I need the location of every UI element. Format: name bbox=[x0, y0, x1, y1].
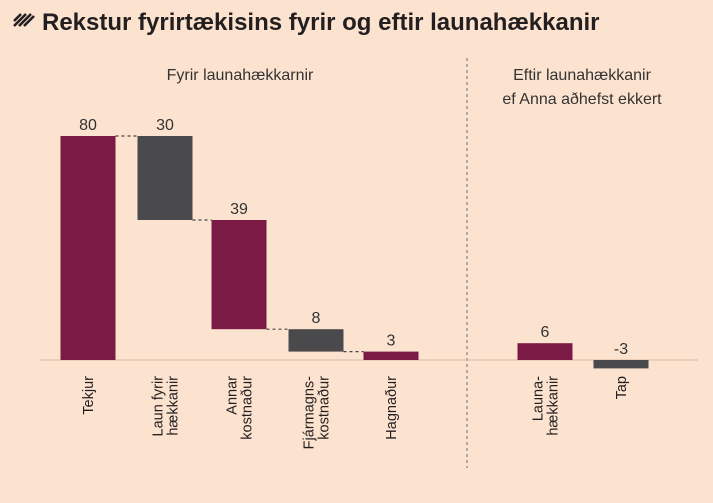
tick-label: Tap bbox=[614, 376, 630, 399]
panel-subtitle: Eftir launahækkanir bbox=[513, 67, 652, 84]
bar bbox=[363, 351, 419, 360]
tick-label-line: kostnaður bbox=[240, 376, 256, 440]
bar bbox=[517, 343, 573, 360]
tick-label-line: kostnaður bbox=[317, 376, 333, 440]
tick-label-line: Launa- bbox=[531, 376, 547, 421]
tick-label-line: Annar bbox=[225, 376, 241, 415]
tick-label: Fjármagns-kostnaður bbox=[302, 376, 333, 449]
data-label: 6 bbox=[541, 324, 550, 341]
tick-label: Annarkostnaður bbox=[225, 376, 256, 440]
tick-label-line: Laun fyrir bbox=[151, 376, 167, 437]
tick-label-line: Hagnaður bbox=[384, 376, 400, 440]
tick-label-line: Tap bbox=[614, 376, 630, 399]
tick-label: Launa-hækkanir bbox=[531, 376, 562, 436]
bar bbox=[137, 136, 193, 220]
tick-label: Hagnaður bbox=[384, 376, 400, 440]
title-icon-stroke bbox=[18, 13, 32, 27]
title-icon-stroke bbox=[13, 13, 22, 22]
panel-subtitle: ef Anna aðhefst ekkert bbox=[502, 91, 662, 108]
title-icon bbox=[13, 13, 35, 27]
data-label: 30 bbox=[156, 117, 174, 134]
panel-subtitle: Fyrir launahækkarnir bbox=[167, 67, 314, 84]
tick-label-line: hækkanir bbox=[166, 376, 182, 436]
tick-label-line: Tekjur bbox=[81, 376, 97, 415]
bar bbox=[593, 360, 649, 369]
tick-label: Laun fyrirhækkanir bbox=[151, 376, 182, 437]
tick-label-line: Fjármagns- bbox=[302, 376, 318, 449]
bar bbox=[288, 329, 344, 352]
tick-label: Tekjur bbox=[81, 376, 97, 415]
data-label: 3 bbox=[387, 333, 396, 350]
chart-title: Rekstur fyrirtækisins fyrir og eftir lau… bbox=[42, 9, 600, 36]
bar bbox=[60, 136, 116, 360]
data-label: -3 bbox=[614, 341, 628, 358]
title-icon-stroke bbox=[23, 15, 35, 27]
bar bbox=[211, 220, 267, 330]
data-label: 80 bbox=[79, 117, 97, 134]
title-icon-stroke bbox=[13, 13, 27, 27]
data-label: 8 bbox=[312, 310, 321, 327]
tick-label-line: hækkanir bbox=[546, 376, 562, 436]
data-label: 39 bbox=[230, 201, 248, 218]
